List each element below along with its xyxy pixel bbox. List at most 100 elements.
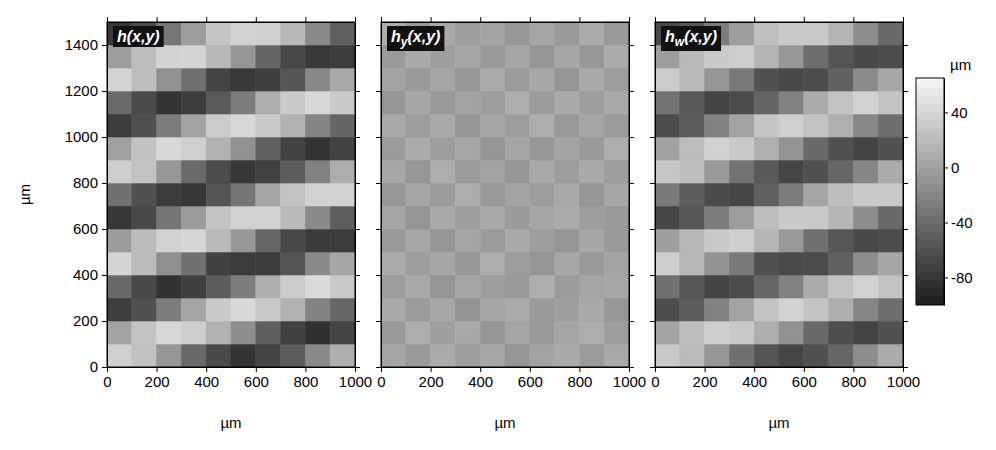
cell: [157, 275, 182, 298]
cell: [181, 160, 206, 183]
cell: [505, 298, 530, 321]
cell: [530, 137, 555, 160]
cell: [157, 183, 182, 206]
cell: [455, 321, 480, 344]
cell: [579, 114, 604, 137]
cell: [107, 183, 132, 206]
tick-mark: [754, 17, 755, 22]
tick-mark: [903, 183, 908, 184]
panel: 0200400600800100002004006008001000120014…: [16, 17, 372, 431]
cell: [132, 91, 157, 114]
cell: [256, 298, 281, 321]
tick-mark: [944, 167, 948, 168]
tick: [650, 321, 655, 322]
cell: [604, 275, 629, 298]
cell: [779, 321, 804, 344]
tick-mark: [629, 275, 634, 276]
cell: [206, 45, 231, 68]
tick-label: 0: [90, 358, 98, 375]
plot-frame: [107, 22, 355, 367]
cell: [829, 137, 854, 160]
cell: [705, 91, 730, 114]
x-axis-title: µm: [494, 414, 515, 431]
tick: 0: [103, 367, 111, 390]
cell: [431, 206, 456, 229]
x-axis-title: µm: [220, 414, 241, 431]
cell: [381, 344, 406, 367]
cell: [431, 68, 456, 91]
cell: [281, 114, 306, 137]
tick: 600: [244, 367, 269, 390]
tick-mark: [102, 321, 107, 322]
cell: [107, 298, 132, 321]
cell: [604, 229, 629, 252]
tick-label: -40: [951, 214, 973, 231]
cell: [829, 206, 854, 229]
cell: [530, 321, 555, 344]
cell: [555, 45, 580, 68]
tick-mark: [305, 367, 306, 372]
cell: [107, 275, 132, 298]
cell: [754, 114, 779, 137]
cell: [604, 183, 629, 206]
cell: [330, 321, 355, 344]
cell: [754, 91, 779, 114]
cell: [455, 275, 480, 298]
tick-label: 1400: [65, 36, 98, 53]
cell: [381, 206, 406, 229]
cell: [231, 160, 256, 183]
cell: [604, 344, 629, 367]
cell: [231, 91, 256, 114]
cell: [555, 298, 580, 321]
tick: 200: [73, 312, 107, 329]
cell: [330, 252, 355, 275]
tick: 40: [944, 104, 968, 121]
tick: 1000: [339, 367, 372, 390]
tick-mark: [629, 183, 634, 184]
tick: -40: [944, 214, 973, 231]
cell: [107, 114, 132, 137]
cell: [480, 275, 505, 298]
tick-mark: [157, 17, 158, 22]
cell: [505, 321, 530, 344]
cell: [406, 229, 431, 252]
cell: [381, 91, 406, 114]
cell: [505, 183, 530, 206]
cell: [853, 183, 878, 206]
tick-mark: [376, 45, 381, 46]
tick: 0: [90, 358, 107, 375]
cell: [579, 344, 604, 367]
cell: [604, 91, 629, 114]
cell: [455, 91, 480, 114]
cell: [157, 160, 182, 183]
cell: [878, 298, 903, 321]
cell: [555, 160, 580, 183]
tick-label: 1000: [65, 128, 98, 145]
cell: [705, 68, 730, 91]
cell: [680, 114, 705, 137]
panel: 02004006008001000µmhw(x,y): [650, 17, 920, 431]
cell: [107, 160, 132, 183]
cell: [754, 45, 779, 68]
axis-line: [355, 23, 356, 368]
tick-mark: [157, 367, 158, 372]
cell: [804, 206, 829, 229]
cell: [878, 252, 903, 275]
cell: [181, 321, 206, 344]
cell: [754, 344, 779, 367]
cell: [406, 68, 431, 91]
cell: [231, 22, 256, 45]
cell: [853, 321, 878, 344]
cells: [655, 22, 903, 367]
cell: [431, 183, 456, 206]
cell: [829, 321, 854, 344]
cell: [555, 114, 580, 137]
tick: [305, 17, 306, 22]
tick: 600: [792, 367, 817, 390]
tick: [355, 137, 360, 138]
cell: [256, 137, 281, 160]
cell: [779, 68, 804, 91]
tick-mark: [650, 229, 655, 230]
cell: [555, 206, 580, 229]
cell: [729, 137, 754, 160]
